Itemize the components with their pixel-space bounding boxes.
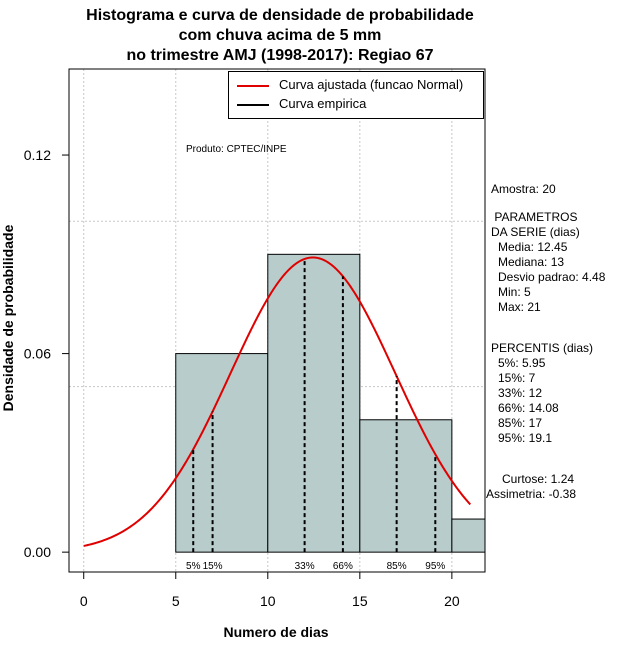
- legend-label-fit: Curva ajustada (funcao Normal): [279, 77, 464, 92]
- y-axis-label: Densidade de probabilidade: [0, 224, 16, 412]
- stat-parametros-title: PARAMETROS: [491, 210, 578, 224]
- histogram-bar: [267, 253, 361, 553]
- histogram-bar: [451, 518, 485, 553]
- percentile-label: 95%: [425, 561, 445, 572]
- stat-p15: 15%: 7: [498, 371, 536, 385]
- x-tick-label: 10: [260, 593, 276, 609]
- y-tick-label: 0.12: [24, 147, 51, 163]
- x-tick-label: 0: [80, 593, 88, 609]
- stat-assimetria: Assimetria: -0.38: [486, 487, 577, 501]
- legend-label-empirical: Curva empirica: [279, 96, 367, 111]
- percentile-label: 15%: [203, 561, 223, 572]
- stat-percentis-title: PERCENTIS (dias): [491, 341, 594, 355]
- x-tick-label: 15: [352, 593, 368, 609]
- plot-frame: [68, 68, 486, 573]
- stat-p5: 5%: 5.95: [498, 356, 546, 370]
- stat-min: Min: 5: [498, 285, 531, 299]
- percentile-label: 5%: [186, 561, 201, 572]
- legend-swatch-red: [237, 85, 269, 87]
- normal-fit-curve: [83, 256, 472, 547]
- stat-max: Max: 21: [498, 300, 541, 314]
- stat-p66: 66%: 14.08: [498, 401, 559, 415]
- stat-p33: 33%: 12: [498, 386, 543, 400]
- stat-desvio: Desvio padrao: 4.48: [498, 270, 606, 284]
- producer-note: Produto: CPTEC/INPE: [186, 144, 287, 155]
- stat-amostra: Amostra: 20: [491, 182, 556, 196]
- stat-p95: 95%: 19.1: [498, 431, 553, 445]
- legend: Curva ajustada (funcao Normal) Curva emp…: [228, 71, 484, 119]
- percentile-label: 66%: [333, 561, 353, 572]
- stat-p85: 85%: 17: [498, 416, 543, 430]
- stat-media: Media: 12.45: [498, 240, 568, 254]
- x-tick-label: 20: [444, 593, 460, 609]
- x-axis-label: Numero de dias: [223, 624, 329, 640]
- percentile-label: 85%: [387, 561, 407, 572]
- x-tick-label: 5: [172, 593, 180, 609]
- histogram-bar: [175, 353, 269, 553]
- y-tick-label: 0.00: [24, 544, 51, 560]
- y-tick-label: 0.06: [24, 346, 51, 362]
- stat-mediana: Mediana: 13: [498, 255, 565, 269]
- histogram-bar: [359, 419, 453, 553]
- chart-title-line-1: Histograma e curva de densidade de proba…: [86, 7, 474, 24]
- chart-title-line-2: com chuva acima de 5 mm: [178, 27, 382, 44]
- stat-curtose: Curtose: 1.24: [502, 472, 575, 486]
- percentile-label: 33%: [295, 561, 315, 572]
- stat-parametros-sub: DA SERIE (dias): [491, 225, 580, 239]
- legend-swatch-black: [237, 104, 269, 106]
- chart-title-line-3: no trimestre AMJ (1998-2017): Regiao 67: [126, 47, 434, 64]
